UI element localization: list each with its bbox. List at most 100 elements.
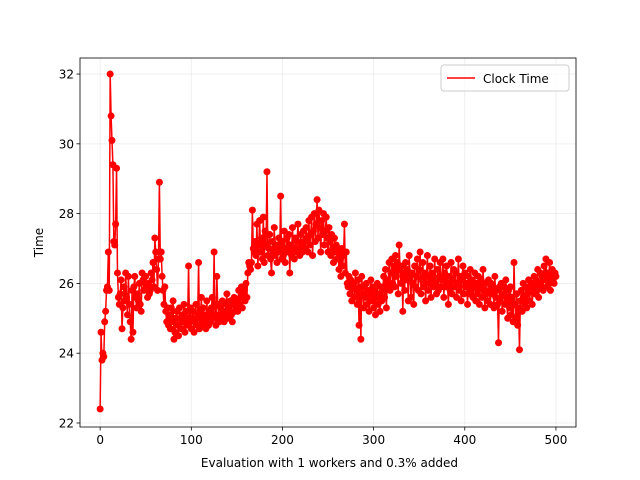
marker [137, 307, 145, 315]
marker [107, 112, 115, 120]
marker [475, 300, 483, 308]
marker [316, 224, 324, 232]
marker [439, 255, 447, 263]
marker [123, 311, 131, 319]
marker [257, 234, 265, 242]
marker [286, 269, 294, 277]
marker [498, 307, 506, 315]
marker [101, 318, 109, 326]
marker [339, 262, 347, 270]
marker [460, 290, 468, 298]
marker [342, 248, 350, 256]
marker [535, 293, 543, 301]
y-tick-label: 26 [59, 277, 74, 291]
marker [502, 276, 510, 284]
marker [153, 265, 161, 273]
marker [416, 248, 424, 256]
marker [263, 168, 271, 176]
y-axis-label: Time [32, 228, 46, 258]
marker [268, 269, 276, 277]
marker [402, 258, 410, 266]
marker [410, 300, 418, 308]
marker [302, 224, 310, 232]
marker [228, 318, 236, 326]
marker [426, 262, 434, 270]
marker [106, 70, 114, 78]
marker [353, 300, 361, 308]
marker [428, 269, 436, 277]
marker [358, 272, 366, 280]
x-tick-label: 400 [453, 433, 476, 447]
marker [207, 304, 215, 312]
marker [333, 255, 341, 263]
marker [290, 255, 298, 263]
marker [427, 293, 435, 301]
marker [491, 272, 499, 280]
marker [391, 283, 399, 291]
marker [506, 283, 514, 291]
marker [136, 300, 144, 308]
x-tick-label: 200 [271, 433, 294, 447]
marker [260, 258, 268, 266]
marker [457, 297, 465, 305]
y-tick-label: 24 [59, 347, 74, 361]
marker [440, 293, 448, 301]
marker [254, 262, 262, 270]
marker [523, 304, 531, 312]
marker [322, 213, 330, 221]
marker [208, 293, 216, 301]
marker [147, 269, 155, 277]
marker [325, 224, 333, 232]
marker [112, 220, 120, 228]
marker [376, 307, 384, 315]
marker [463, 279, 471, 287]
marker [118, 325, 126, 333]
marker [157, 248, 165, 256]
marker [161, 283, 169, 291]
marker [152, 248, 160, 256]
marker [255, 241, 263, 249]
marker [195, 258, 203, 266]
x-tick-label: 0 [96, 433, 104, 447]
marker [154, 286, 162, 294]
marker [281, 258, 289, 266]
marker [357, 335, 365, 343]
marker [127, 335, 135, 343]
marker [392, 251, 400, 259]
marker [126, 318, 134, 326]
marker [546, 286, 554, 294]
marker [422, 272, 430, 280]
marker [131, 272, 139, 280]
marker [419, 258, 427, 266]
marker [552, 272, 560, 280]
marker [415, 265, 423, 273]
marker [379, 286, 387, 294]
marker [155, 178, 163, 186]
marker [394, 290, 402, 298]
y-tick-label: 22 [59, 416, 74, 430]
marker [185, 262, 193, 270]
marker [97, 328, 105, 336]
marker [266, 231, 274, 239]
marker [113, 164, 121, 172]
marker [412, 272, 420, 280]
marker [431, 255, 439, 263]
marker [238, 304, 246, 312]
marker [248, 206, 256, 214]
marker [192, 300, 200, 308]
marker [142, 272, 150, 280]
marker [405, 251, 413, 259]
marker [96, 405, 104, 413]
marker [240, 286, 248, 294]
marker [116, 290, 124, 298]
marker [423, 251, 431, 259]
marker [382, 304, 390, 312]
marker [479, 265, 487, 273]
marker [102, 307, 110, 315]
marker [203, 297, 211, 305]
y-tick-label: 28 [59, 207, 74, 221]
x-tick-label: 300 [362, 433, 385, 447]
marker [270, 224, 278, 232]
marker [330, 234, 338, 242]
